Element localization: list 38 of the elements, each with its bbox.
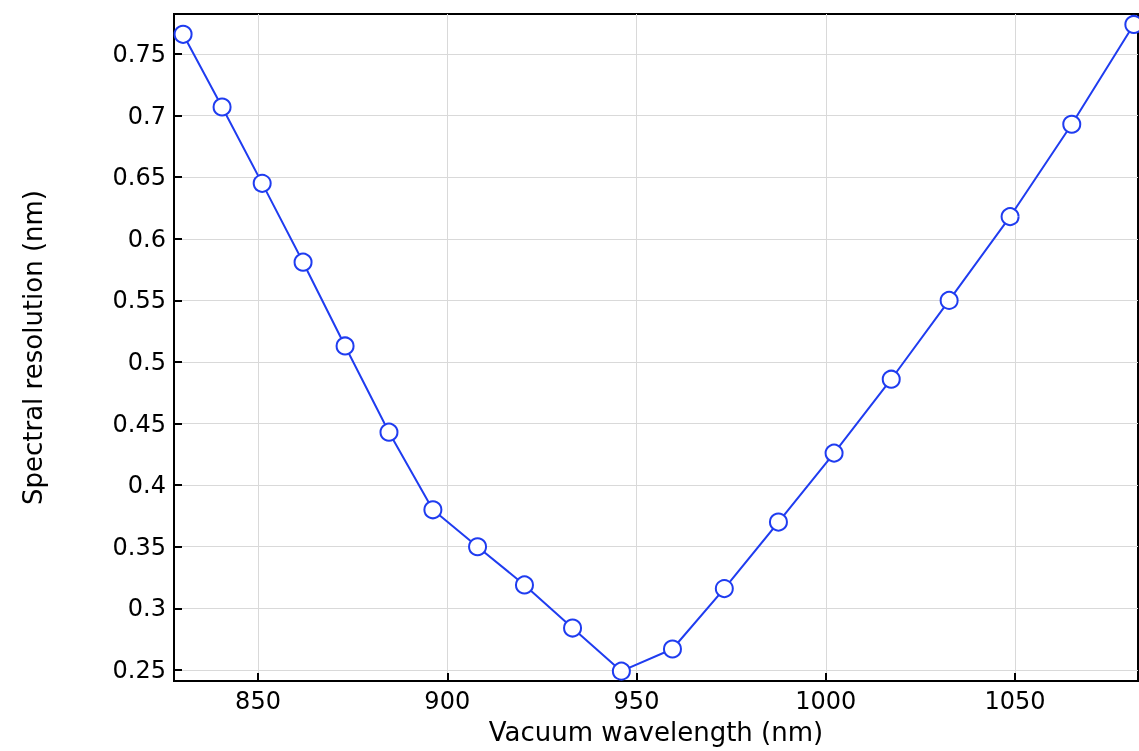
y-axis-title: Spectral resolution (nm)	[18, 189, 48, 506]
point	[212, 97, 232, 117]
point	[611, 661, 631, 681]
x-tick-label: 1000	[795, 687, 857, 715]
point	[173, 24, 193, 44]
x-tick-label: 900	[424, 687, 471, 715]
x-tick-label: 950	[613, 687, 660, 715]
line-series	[173, 14, 1139, 681]
point	[939, 290, 959, 310]
point	[768, 512, 788, 532]
y-tick-label: 0.4	[127, 471, 166, 500]
x-tick-label: 850	[235, 687, 281, 715]
point	[293, 252, 313, 272]
y-tick-label: 0.65	[112, 163, 166, 192]
x-tick-label: 1050	[984, 687, 1046, 715]
y-tick-label: 0.25	[112, 655, 166, 684]
point	[714, 579, 734, 599]
point	[1062, 114, 1082, 134]
y-tick-label: 0.7	[127, 101, 166, 130]
point	[379, 422, 399, 442]
y-tick-label: 0.3	[127, 594, 166, 623]
point	[824, 443, 844, 463]
point	[662, 639, 682, 659]
y-tick-label: 0.55	[112, 286, 166, 315]
point	[335, 336, 355, 356]
point	[423, 500, 443, 520]
point	[881, 369, 901, 389]
point	[514, 575, 534, 595]
point	[1000, 207, 1020, 227]
y-tick-label: 0.35	[112, 532, 166, 561]
y-tick-label: 0.5	[127, 347, 166, 376]
y-tick-label: 0.6	[127, 224, 166, 253]
point	[468, 537, 488, 557]
y-tick-label: 0.45	[112, 409, 166, 438]
point	[563, 618, 583, 638]
y-tick-label: 0.75	[112, 40, 166, 69]
x-axis-title: Vacuum wavelength (nm)	[488, 717, 824, 747]
point	[252, 173, 272, 193]
